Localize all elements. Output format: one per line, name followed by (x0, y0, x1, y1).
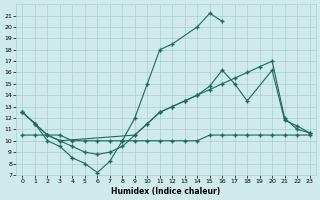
X-axis label: Humidex (Indice chaleur): Humidex (Indice chaleur) (111, 187, 221, 196)
